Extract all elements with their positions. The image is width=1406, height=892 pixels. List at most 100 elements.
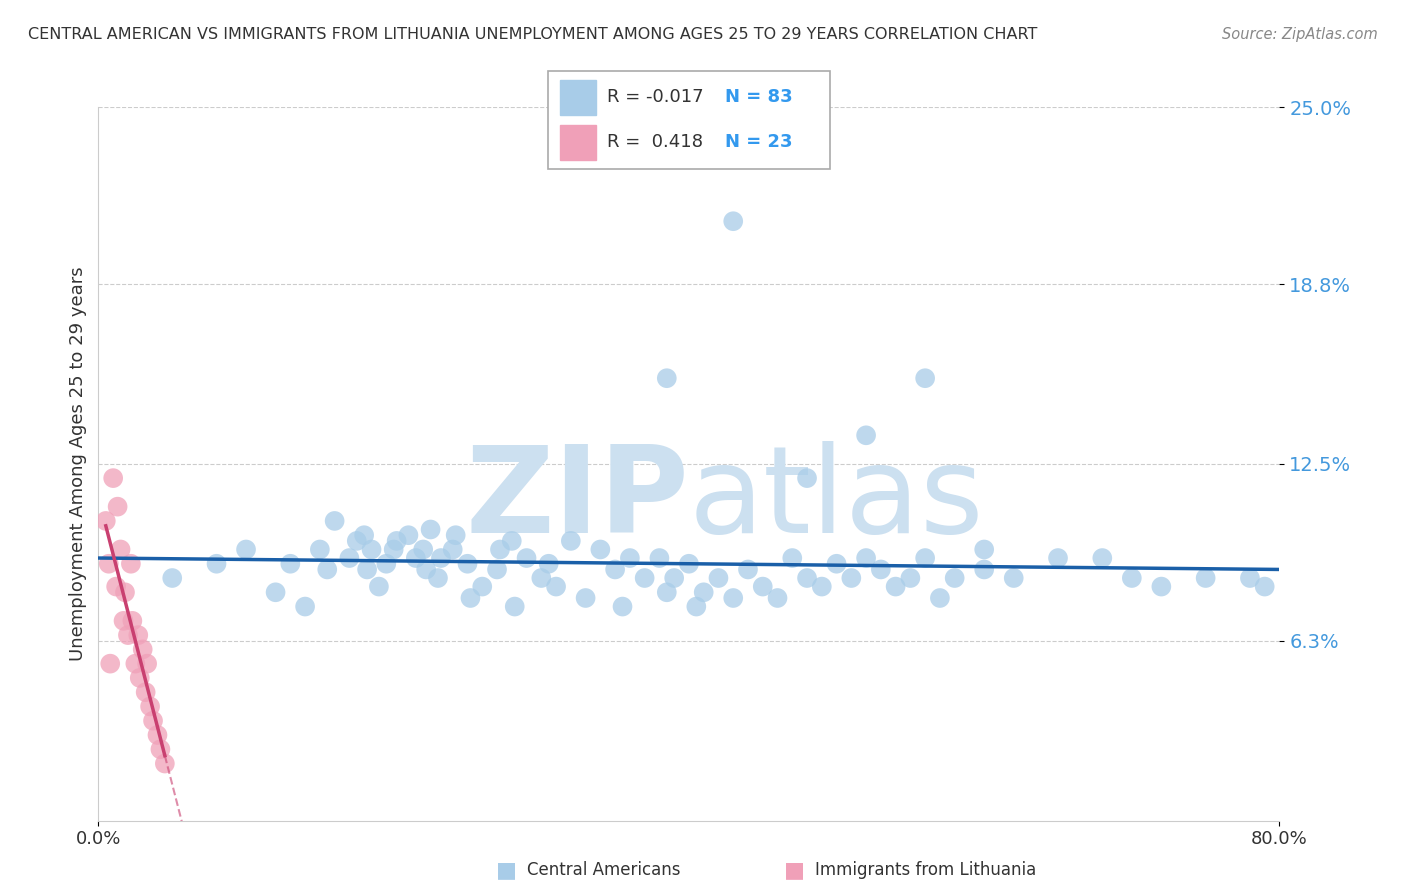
Point: [928, 591, 950, 605]
Point: [114, 585, 136, 599]
Point: [98, 657, 121, 671]
Point: [501, 533, 523, 548]
Text: atlas: atlas: [689, 441, 984, 558]
Point: [1002, 571, 1025, 585]
Point: [737, 562, 759, 576]
Text: Immigrants from Lithuania: Immigrants from Lithuania: [815, 861, 1036, 879]
Point: [139, 699, 162, 714]
Point: [471, 580, 494, 594]
Point: [486, 562, 509, 576]
Point: [855, 428, 877, 442]
Point: [294, 599, 316, 614]
Point: [839, 571, 862, 585]
Point: [612, 599, 634, 614]
Point: [112, 614, 135, 628]
Point: [153, 756, 176, 771]
Text: ZIP: ZIP: [465, 441, 689, 558]
Point: [1046, 551, 1069, 566]
Point: [766, 591, 789, 605]
Point: [825, 557, 848, 571]
Point: [346, 533, 368, 548]
Point: [1254, 580, 1277, 594]
Point: [405, 551, 427, 566]
Point: [264, 585, 287, 599]
Point: [973, 562, 995, 576]
Point: [135, 685, 157, 699]
Point: [914, 551, 936, 566]
Point: [560, 533, 582, 548]
Point: [110, 542, 132, 557]
Point: [589, 542, 612, 557]
Point: [107, 500, 129, 514]
Point: [693, 585, 716, 599]
Point: [205, 557, 228, 571]
Text: ■: ■: [496, 860, 516, 880]
Point: [782, 551, 804, 566]
Point: [619, 551, 641, 566]
Point: [648, 551, 671, 566]
Point: [489, 542, 512, 557]
Point: [419, 523, 441, 537]
Point: [1195, 571, 1218, 585]
Point: [162, 571, 183, 585]
Point: [375, 557, 398, 571]
Point: [396, 528, 419, 542]
Point: [943, 571, 966, 585]
Point: [685, 599, 707, 614]
Point: [360, 542, 382, 557]
Point: [796, 471, 818, 485]
Bar: [560, 80, 596, 114]
Point: [537, 557, 560, 571]
Point: [382, 542, 405, 557]
Point: [103, 471, 125, 485]
FancyBboxPatch shape: [548, 71, 830, 169]
Point: [869, 562, 891, 576]
Y-axis label: Unemployment Among Ages 25 to 29 years: Unemployment Among Ages 25 to 29 years: [69, 267, 87, 661]
Point: [353, 528, 375, 542]
Point: [427, 571, 450, 585]
Bar: [560, 125, 596, 160]
Point: [1121, 571, 1143, 585]
Text: ■: ■: [785, 860, 804, 880]
Point: [655, 371, 678, 385]
Point: [515, 551, 537, 566]
Point: [128, 671, 150, 685]
Point: [655, 585, 678, 599]
Text: R =  0.418: R = 0.418: [607, 133, 703, 151]
Text: N = 83: N = 83: [725, 88, 793, 106]
Point: [441, 542, 464, 557]
Point: [142, 714, 165, 728]
Point: [127, 628, 149, 642]
Text: Source: ZipAtlas.com: Source: ZipAtlas.com: [1222, 27, 1378, 42]
Point: [415, 562, 437, 576]
Point: [94, 514, 117, 528]
Point: [235, 542, 257, 557]
Point: [721, 214, 744, 228]
Point: [124, 657, 146, 671]
Point: [678, 557, 700, 571]
Point: [721, 591, 744, 605]
Point: [368, 580, 391, 594]
Point: [1091, 551, 1114, 566]
Text: Central Americans: Central Americans: [527, 861, 681, 879]
Point: [605, 562, 627, 576]
Point: [132, 642, 155, 657]
Point: [444, 528, 467, 542]
Point: [884, 580, 907, 594]
Point: [105, 580, 128, 594]
Point: [544, 580, 567, 594]
Point: [751, 580, 773, 594]
Point: [356, 562, 378, 576]
Point: [278, 557, 302, 571]
Point: [309, 542, 332, 557]
Point: [855, 551, 877, 566]
Point: [456, 557, 478, 571]
Point: [337, 551, 360, 566]
Point: [117, 628, 139, 642]
Point: [323, 514, 346, 528]
Point: [810, 580, 832, 594]
Point: [530, 571, 553, 585]
Point: [316, 562, 339, 576]
Point: [430, 551, 453, 566]
Point: [664, 571, 686, 585]
